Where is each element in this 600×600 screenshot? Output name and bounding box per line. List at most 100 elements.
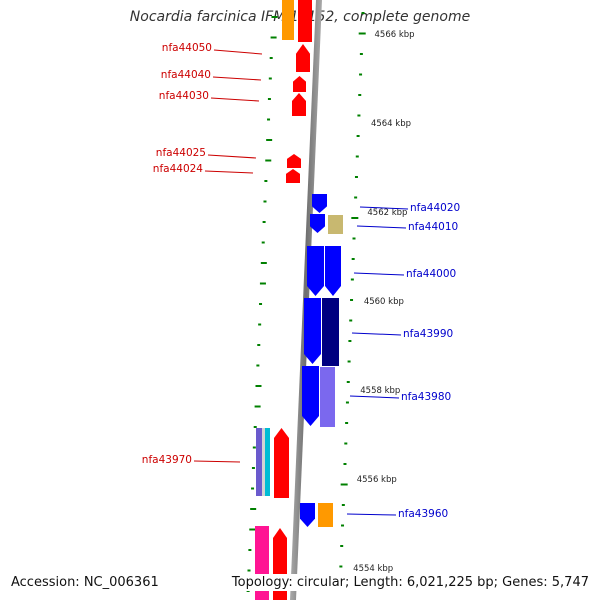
gene-nfa44000-a — [307, 246, 324, 296]
callout-line-nfa44025 — [207, 154, 257, 159]
tick-mark — [339, 565, 343, 568]
gene-nfa44024 — [286, 169, 300, 183]
gene-olive — [328, 215, 343, 234]
scale-labels: 4566 kbp 4564 kbp 4562 kbp 4560 kbp 4558 kbp… — [353, 30, 414, 574]
scale-label-0: 4566 kbp — [375, 30, 415, 40]
gene-label-nfa44050: nfa44050 — [162, 42, 212, 54]
tick-mark — [265, 159, 272, 162]
scale-label-6: 4554 kbp — [353, 564, 393, 574]
tick-mark — [264, 180, 268, 182]
tick-mark — [350, 278, 354, 281]
tick-mark — [251, 487, 255, 490]
gene-label-nfa43990: nfa43990 — [403, 328, 453, 340]
callout-line-nfa43970 — [193, 460, 241, 463]
tick-mark — [246, 590, 250, 592]
tick-mark — [266, 139, 273, 141]
gene-label-nfa44040: nfa44040 — [161, 69, 211, 81]
callout-line-nfa44010 — [356, 225, 407, 229]
gene-nfa44000-b — [325, 246, 341, 296]
tick-mark — [348, 340, 352, 342]
tick-mark — [350, 299, 354, 301]
tick-mark — [346, 381, 350, 383]
callout-line-nfa44050 — [213, 49, 263, 55]
tick-mark — [343, 463, 347, 465]
gene-label-nfa44030: nfa44030 — [159, 90, 209, 102]
gene-nfa44010 — [310, 214, 325, 233]
tick-mark — [361, 12, 365, 14]
tick-mark — [257, 344, 261, 346]
tick-mark — [341, 524, 345, 527]
tick-mark — [252, 446, 256, 449]
tick-mark — [358, 32, 366, 35]
tick-mark — [354, 196, 358, 199]
tick-mark — [359, 53, 363, 55]
tick-mark — [253, 426, 257, 428]
tick-mark — [351, 217, 359, 219]
tick-mark — [250, 508, 257, 510]
tick-mark — [345, 422, 349, 424]
tick-mark — [270, 36, 277, 39]
gene-label-nfa44000: nfa44000 — [406, 268, 456, 280]
tick-mark — [268, 77, 272, 80]
accession-label: Accession: NC_006361 — [9, 574, 161, 591]
tick-mark — [261, 241, 265, 244]
gene-slate — [256, 428, 262, 496]
callout-line-nfa44020 — [359, 206, 409, 210]
tick-mark — [354, 176, 358, 178]
tick-mark — [256, 364, 260, 367]
tick-mark — [345, 401, 349, 404]
tick-mark — [340, 545, 344, 547]
callout-line-nfa44040 — [212, 76, 262, 81]
tick-mark — [352, 237, 356, 240]
tick-mark — [349, 319, 353, 322]
gene-grey — [262, 428, 266, 496]
tick-mark — [356, 135, 360, 137]
tick-mark — [260, 262, 267, 264]
gene-label-nfa44020: nfa44020 — [410, 202, 460, 214]
tick-mark — [251, 467, 255, 469]
tick-mark — [357, 114, 361, 117]
tick-mark — [255, 385, 262, 387]
gene-label-nfa43960: nfa43960 — [398, 508, 448, 520]
gene-nfa44030 — [292, 93, 306, 116]
callout-line-nfa43960 — [346, 513, 397, 516]
gene-nfa43980-a — [302, 366, 319, 426]
scale-ticks — [246, 12, 366, 592]
gene-label-nfa44025: nfa44025 — [156, 147, 206, 159]
gene-nfa43970 — [274, 428, 289, 498]
tick-mark — [248, 549, 252, 551]
gene-callouts: nfa44050 nfa44040 nfa44030 nfa44025 nfa44024… — [142, 42, 460, 520]
tick-mark — [247, 569, 251, 572]
tick-mark — [267, 118, 271, 121]
callout-line-nfa44000 — [353, 272, 405, 276]
gene-nfa44040 — [293, 76, 306, 92]
callout-line-nfa43990 — [351, 332, 402, 336]
gene-nfa44050 — [296, 44, 310, 72]
gene-nfa44020 — [312, 194, 327, 213]
gene-label-nfa43980: nfa43980 — [401, 391, 451, 403]
tick-mark — [341, 504, 345, 506]
gene-nfa44025 — [287, 154, 301, 168]
tick-mark — [254, 405, 261, 408]
tick-mark — [249, 528, 256, 531]
scale-label-5: 4556 kbp — [357, 475, 397, 485]
scale-label-4: 4558 kbp — [360, 386, 400, 396]
tick-mark — [262, 221, 266, 223]
scale-label-1: 4564 kbp — [371, 119, 411, 129]
callout-line-nfa44030 — [210, 97, 260, 102]
gene-nfa43980-b — [320, 367, 335, 427]
tick-mark — [267, 98, 271, 100]
callout-line-nfa43980 — [349, 395, 400, 399]
tick-mark — [258, 323, 262, 326]
gene-orange-top — [282, 0, 294, 40]
gene-cyan — [265, 428, 270, 496]
gene-nfa43990-b — [322, 298, 339, 366]
gene-label-nfa43970: nfa43970 — [142, 454, 192, 466]
gene-nfa43960 — [300, 503, 315, 527]
callout-line-nfa44024 — [204, 170, 254, 174]
tick-mark — [359, 73, 363, 76]
scale-label-3: 4560 kbp — [364, 297, 404, 307]
topology-label: Topology: circular; Length: 6,021,225 bp… — [229, 574, 591, 591]
tick-mark — [344, 442, 348, 445]
